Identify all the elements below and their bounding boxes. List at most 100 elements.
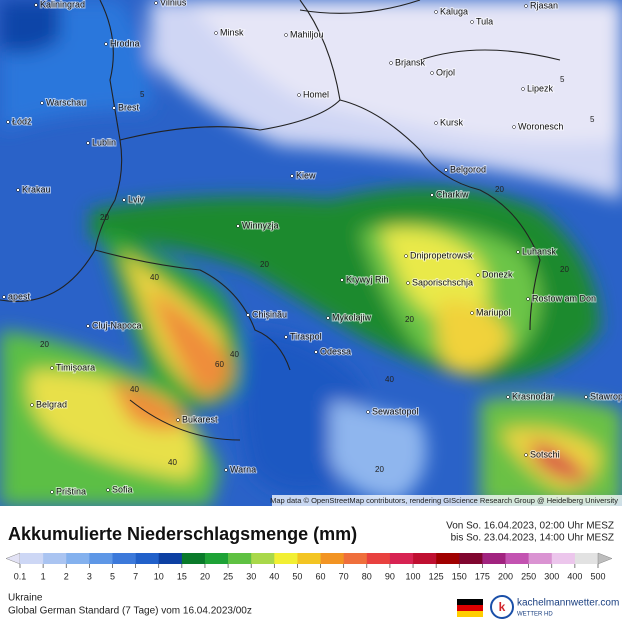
city-label: Luhansk (522, 246, 557, 256)
city-label: Lublin (92, 137, 116, 147)
city-dot (285, 336, 288, 339)
colorbar-label: 200 (498, 571, 513, 581)
colorbar-label: 25 (223, 571, 233, 581)
city-label: Łódź (12, 116, 32, 126)
city-dot (87, 325, 90, 328)
city-dot (155, 2, 158, 5)
city-label: Orjol (436, 67, 455, 77)
colorbar-label: 125 (429, 571, 444, 581)
city-label: Minsk (220, 27, 244, 37)
city-label: Hrodna (110, 38, 140, 48)
attribution: Map data © OpenStreetMap contributors, r… (270, 496, 618, 505)
city-label: Winnyzja (242, 220, 279, 230)
colorbar-label: 100 (406, 571, 421, 581)
colorbar-segment (297, 553, 320, 564)
city-dot (431, 72, 434, 75)
city-label: Mariupol (476, 307, 511, 317)
colorbar-segment (251, 553, 274, 564)
colorbar-label: 5 (110, 571, 115, 581)
city-dot (3, 296, 6, 299)
city-dot (237, 225, 240, 228)
city-dot (7, 121, 10, 124)
city-dot (41, 102, 44, 105)
city-label: Kaluga (440, 6, 468, 16)
colorbar-segment (575, 553, 598, 564)
city-label: Warschau (46, 97, 86, 107)
colorbar-segment (506, 553, 529, 564)
city-dot (87, 142, 90, 145)
city-label: Rjasan (530, 0, 558, 10)
contour-label: 20 (100, 213, 109, 222)
city-label: Odessa (320, 346, 351, 356)
city-dot (435, 122, 438, 125)
colorbar-label: 3 (87, 571, 92, 581)
colorbar-label: 1 (41, 571, 46, 581)
brand-logo-k: k (499, 600, 506, 614)
city-label: Belgrad (36, 399, 67, 409)
city-dot (477, 274, 480, 277)
city-dot (525, 5, 528, 8)
brand-sub: WETTER HD (517, 612, 553, 618)
contour-label: 40 (385, 375, 394, 384)
colorbar-label: 250 (521, 571, 536, 581)
city-label: apest (8, 291, 31, 301)
colorbar-label: 400 (567, 571, 582, 581)
city-label: Donezk (482, 269, 513, 279)
contour-label: 5 (140, 90, 145, 99)
colorbar-segment (136, 553, 159, 564)
colorbar-segment (344, 553, 367, 564)
colorbar-segment (413, 553, 436, 564)
city-label: Cluj-Napoca (92, 320, 142, 330)
city-dot (177, 419, 180, 422)
contour-label: 5 (560, 75, 565, 84)
city-label: Kaliningrad (40, 0, 85, 9)
colorbar-segment (66, 553, 89, 564)
city-label: Sotschi (530, 449, 560, 459)
city-dot (298, 94, 301, 97)
colorbar-label: 90 (385, 571, 395, 581)
city-label: Homel (303, 89, 329, 99)
colorbar-label: 300 (544, 571, 559, 581)
city-dot (407, 282, 410, 285)
colorbar-label: 175 (475, 571, 490, 581)
colorbar-segment (529, 553, 552, 564)
colorbar-label: 20 (200, 571, 210, 581)
contour-label: 40 (150, 273, 159, 282)
city-dot (123, 199, 126, 202)
colorbar-label: 2 (64, 571, 69, 581)
city-dot (291, 175, 294, 178)
colorbar-segment (159, 553, 182, 564)
contour-label: 40 (168, 458, 177, 467)
city-dot (431, 194, 434, 197)
colorbar-label: 60 (316, 571, 326, 581)
city-dot (517, 251, 520, 254)
city-dot (215, 32, 218, 35)
city-label: Dnipropetrowsk (410, 250, 473, 260)
city-label: Sofia (112, 484, 133, 494)
city-label: Lviv (128, 194, 145, 204)
colorbar-segment (274, 553, 297, 564)
city-dot (527, 298, 530, 301)
city-dot (522, 88, 525, 91)
city-dot (51, 367, 54, 370)
city-dot (367, 411, 370, 414)
colorbar-segment (482, 553, 505, 564)
colorbar-segment (321, 553, 344, 564)
city-dot (35, 4, 38, 7)
city-label: Brest (118, 102, 140, 112)
city-label: Mahiljou (290, 29, 324, 39)
city-label: Krasnodar (512, 391, 554, 401)
city-label: Sewastopol (372, 406, 419, 416)
colorbar-segment (89, 553, 112, 564)
contour-label: 40 (230, 350, 239, 359)
colorbar-segment (205, 553, 228, 564)
city-label: Stawropol (590, 391, 622, 401)
colorbar-segment (459, 553, 482, 564)
colorbar-segment (390, 553, 413, 564)
legend-title: Akkumulierte Niederschlagsmenge (mm) (8, 524, 357, 544)
colorbar-label: 500 (590, 571, 605, 581)
contour-label: 20 (40, 340, 49, 349)
city-dot (247, 314, 250, 317)
